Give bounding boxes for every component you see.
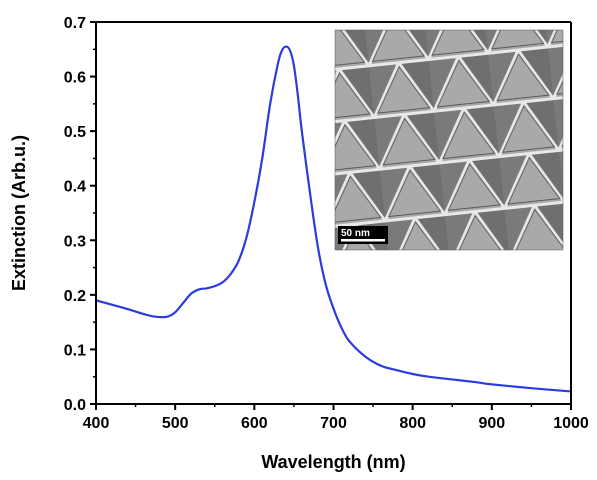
sem-triangle-lattice-image (335, 30, 563, 250)
y-tick-label: 0.3 (64, 233, 86, 250)
x-tick-label: 700 (320, 415, 347, 432)
y-tick-label: 0.6 (64, 70, 86, 87)
y-tick-label: 0.0 (64, 397, 86, 414)
series-line (96, 45, 571, 393)
x-tick-label: 400 (83, 415, 110, 432)
y-tick-label: 0.4 (64, 179, 86, 196)
x-axis-ticks: 400 500 600 700 800 900 1000 (83, 404, 589, 432)
y-tick-label: 0.7 (64, 15, 86, 32)
x-axis-title: Wavelength (nm) (261, 452, 405, 472)
y-axis-title: Extinction (Arb.u.) (9, 135, 29, 291)
y-tick-label: 0.1 (64, 342, 86, 359)
scale-bar-line (341, 239, 385, 242)
x-tick-label: 500 (162, 415, 189, 432)
inset-image: 50 nm (334, 29, 564, 251)
y-axis-ticks: 0.0 0.1 0.2 0.3 0.4 0.5 0.6 0.7 (64, 15, 96, 414)
y-tick-label: 0.5 (64, 124, 86, 141)
x-tick-label: 800 (399, 415, 426, 432)
y-tick-label: 0.2 (64, 288, 86, 305)
x-tick-label: 1000 (553, 415, 589, 432)
scale-bar-label: 50 nm (341, 228, 370, 239)
x-tick-label: 900 (478, 415, 505, 432)
x-tick-label: 600 (241, 415, 268, 432)
